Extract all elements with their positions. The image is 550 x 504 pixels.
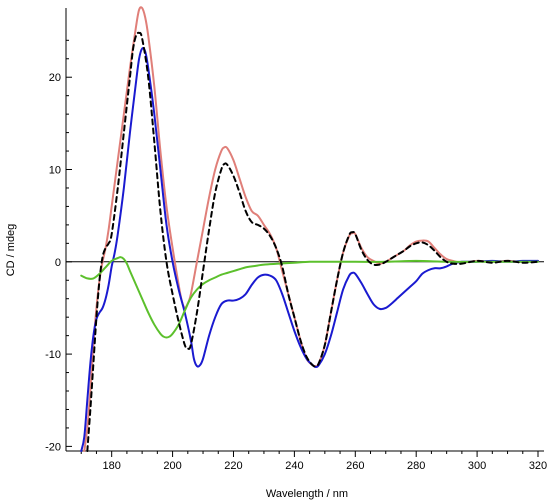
series-line-green	[80, 256, 539, 339]
x-tick-label: 300	[468, 460, 486, 472]
y-tick-label: 10	[49, 165, 61, 177]
x-tick-label: 320	[529, 460, 547, 472]
series-line-dashed-black	[86, 31, 539, 452]
x-tick-label: 200	[163, 460, 181, 472]
x-axis-title: Wavelength / nm	[266, 488, 348, 500]
y-tick-label: 20	[49, 72, 61, 84]
x-tick-label: 280	[407, 460, 425, 472]
x-tick-label: 220	[224, 460, 242, 472]
series-layer	[80, 6, 539, 452]
y-tick-label: -10	[45, 349, 61, 361]
x-tick-label: 260	[346, 460, 364, 472]
y-tick-label: 0	[55, 257, 61, 269]
series-line-blue	[80, 47, 539, 452]
x-tick-label: 180	[102, 460, 120, 472]
series-line-salmon	[83, 6, 539, 452]
y-axis-title: CD / mdeg	[5, 224, 17, 277]
ticks: -20 -10 0 10 20 180 200 220 240 260 280 300 320	[45, 39, 547, 472]
y-tick-label: -20	[45, 441, 61, 453]
x-tick-label: 240	[285, 460, 303, 472]
